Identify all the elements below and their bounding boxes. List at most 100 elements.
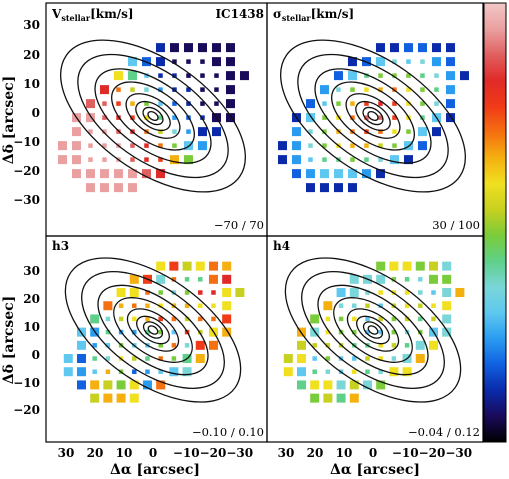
xaxis-right: 30 20 10 0 −10−20−30 — [278, 446, 472, 460]
bin-pixel — [145, 329, 150, 335]
bin-pixel — [417, 141, 427, 151]
bin-pixel — [208, 274, 218, 284]
bin-pixel — [431, 127, 441, 137]
bin-pixel — [211, 316, 216, 322]
isophote-contour — [356, 315, 390, 345]
isophote-contour — [60, 39, 246, 193]
isophote-contour — [81, 271, 225, 389]
bin-pixel — [455, 288, 465, 298]
isophote-contour — [301, 271, 445, 389]
panel-sigma — [277, 39, 469, 193]
ytick-label: −20 — [13, 403, 40, 417]
bin-pixel — [403, 141, 413, 151]
bin-pixel — [378, 303, 383, 308]
isophote-contour — [362, 106, 384, 126]
isophote-contour — [367, 110, 379, 122]
bin-pixel — [308, 157, 313, 162]
bin-pixel — [99, 85, 109, 95]
bin-pixel — [105, 369, 111, 374]
bin-pixel — [428, 340, 438, 350]
bin-pixel — [378, 87, 383, 92]
bin-pixel — [132, 356, 137, 361]
panel-vstellar — [57, 39, 249, 193]
bin-pixel — [364, 73, 369, 78]
xtick-label: −10−20−30 — [392, 446, 472, 460]
bin-pixel — [310, 393, 320, 403]
bin-pixel — [336, 288, 346, 298]
bin-pixel — [434, 87, 439, 92]
bin-pixel — [415, 261, 425, 271]
bin-pixel — [118, 316, 124, 322]
bin-pixel — [211, 43, 221, 53]
bin-pixel — [169, 261, 179, 271]
xtick-label: 20 — [87, 446, 104, 460]
bin-pixel — [200, 101, 205, 106]
bin-pixel — [417, 43, 427, 53]
bin-pixel — [378, 157, 383, 162]
bin-pixel — [323, 301, 333, 311]
bin-pixel — [158, 356, 163, 361]
bin-pixel — [333, 169, 343, 179]
bin-pixel — [116, 87, 121, 92]
bin-pixel — [184, 303, 190, 308]
bin-pixel — [171, 277, 177, 282]
bin-pixel — [378, 329, 383, 335]
xtick-label: 10 — [336, 446, 353, 460]
bin-pixel — [85, 169, 95, 179]
bin-pixel — [362, 380, 372, 390]
bin-pixel — [225, 57, 235, 67]
xlabel-right: Δα [arcsec] — [330, 462, 420, 478]
bin-pixel — [129, 393, 139, 403]
bin-pixel — [349, 288, 359, 298]
bin-pixel — [211, 290, 216, 295]
bin-pixel — [113, 71, 123, 81]
bin-pixel — [445, 99, 455, 109]
isophote-contour — [126, 308, 180, 352]
bin-pixel — [415, 354, 425, 364]
bin-pixel — [144, 87, 149, 92]
bin-pixel — [352, 369, 357, 374]
bin-pixel — [116, 288, 126, 298]
bin-pixel — [186, 59, 191, 64]
bin-pixel — [198, 290, 203, 295]
bin-pixel — [418, 329, 423, 335]
isophote-contour — [142, 106, 164, 126]
bin-pixel — [365, 290, 370, 295]
bin-pixel — [225, 99, 235, 109]
bin-pixel — [428, 261, 438, 271]
isophote-contour — [77, 53, 229, 179]
bin-pixel — [63, 354, 73, 364]
bin-pixel — [442, 314, 452, 324]
bin-pixel — [214, 73, 219, 78]
bin-pixel — [116, 101, 121, 106]
bin-pixel — [322, 129, 327, 134]
bin-pixel — [406, 73, 411, 78]
bin-pixel — [389, 155, 399, 165]
isophote-contour — [317, 284, 429, 376]
bin-pixel — [76, 367, 86, 377]
range-sigma: 30 / 100 — [432, 218, 480, 232]
bin-pixel — [129, 274, 139, 284]
bin-pixel — [130, 87, 135, 92]
bin-pixel — [378, 290, 383, 295]
bin-pixel — [85, 99, 95, 109]
bin-pixel — [392, 101, 397, 106]
bin-pixel — [310, 380, 320, 390]
bin-pixel — [347, 57, 357, 67]
bin-pixel — [322, 101, 327, 106]
bin-pixel — [378, 143, 383, 148]
bin-pixel — [169, 367, 179, 377]
bin-pixel — [350, 143, 355, 148]
bin-pixel — [214, 101, 219, 106]
bin-pixel — [90, 393, 100, 403]
bin-pixel — [92, 356, 97, 361]
bin-pixel — [92, 369, 97, 374]
bin-pixel — [431, 290, 436, 295]
bin-pixel — [158, 129, 163, 134]
bin-pixel — [364, 115, 369, 120]
bin-pixel — [350, 115, 355, 120]
bin-pixel — [184, 343, 190, 348]
bin-pixel — [350, 157, 355, 162]
isophote-contour — [111, 81, 195, 151]
bin-pixel — [322, 115, 327, 120]
